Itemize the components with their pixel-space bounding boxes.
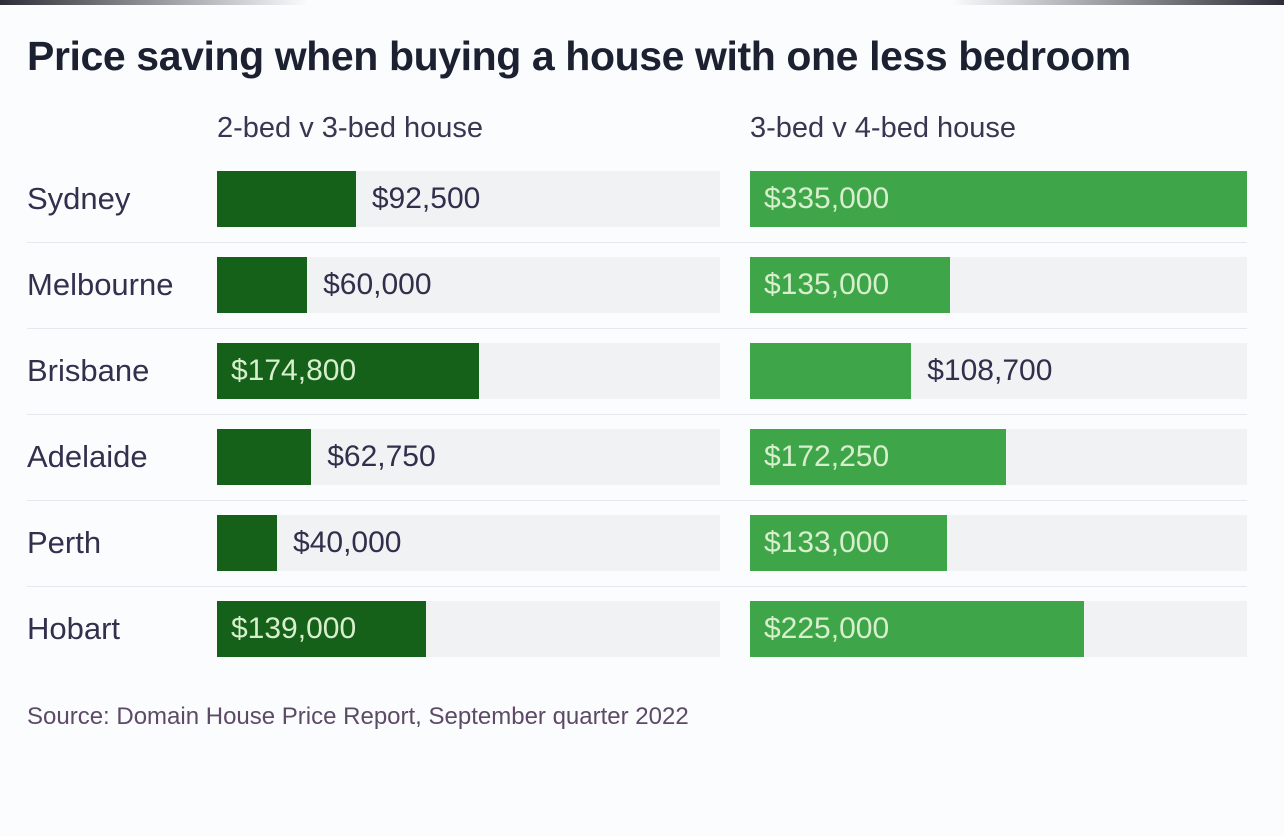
row-divider-line xyxy=(27,241,1247,243)
chart-row: Adelaide $62,750 $172,250 xyxy=(27,429,1284,486)
bar-fill: $174,800 xyxy=(217,343,480,400)
bar-fill: $225,000 xyxy=(750,601,1084,658)
bar-track: $133,000 xyxy=(750,515,1247,572)
row-label: Hobart xyxy=(27,611,121,647)
row-divider-line xyxy=(27,413,1247,415)
column-header-left: 2-bed v 3-bed house xyxy=(217,112,484,145)
bar-fill: $172,250 xyxy=(750,429,1006,486)
bar-fill: $335,000 xyxy=(750,171,1247,228)
bar-track: $225,000 xyxy=(750,601,1247,658)
bar-track: $135,000 xyxy=(750,257,1247,314)
bar-fill xyxy=(217,171,356,228)
chart-row: Perth $40,000 $133,000 xyxy=(27,515,1284,572)
row-label: Brisbane xyxy=(27,353,150,389)
bar-track: $62,750 xyxy=(217,429,720,486)
chart-row: Sydney $92,500 $335,000 xyxy=(27,171,1284,228)
page-title: Price saving when buying a house with on… xyxy=(27,33,1131,79)
bar-track: $40,000 xyxy=(217,515,720,572)
row-label: Sydney xyxy=(27,181,131,217)
row-divider xyxy=(27,485,1247,515)
bar-track: $139,000 xyxy=(217,601,720,658)
row-divider-line xyxy=(27,499,1247,501)
bar-value-label: $60,000 xyxy=(323,268,432,302)
row-label: Perth xyxy=(27,525,102,561)
bar-value-label: $174,800 xyxy=(231,354,357,388)
row-label: Adelaide xyxy=(27,439,148,475)
bar-value-label: $62,750 xyxy=(327,440,436,474)
bar-value-label: $225,000 xyxy=(764,612,890,646)
bar-value-label: $172,250 xyxy=(764,440,890,474)
row-divider xyxy=(27,399,1247,429)
bar-track: $108,700 xyxy=(750,343,1247,400)
bar-fill: $135,000 xyxy=(750,257,951,314)
bar-fill xyxy=(217,429,312,486)
bar-track: $335,000 xyxy=(750,171,1247,228)
chart-row: Melbourne $60,000 $135,000 xyxy=(27,257,1284,314)
bar-fill: $133,000 xyxy=(750,515,948,572)
source-note: Source: Domain House Price Report, Septe… xyxy=(27,703,689,731)
bar-track: $92,500 xyxy=(217,171,720,228)
row-label: Melbourne xyxy=(27,267,174,303)
bar-fill xyxy=(217,257,308,314)
bar-track: $174,800 xyxy=(217,343,720,400)
bar-track: $60,000 xyxy=(217,257,720,314)
row-divider-line xyxy=(27,585,1247,587)
row-divider xyxy=(27,227,1247,257)
bar-track: $172,250 xyxy=(750,429,1247,486)
bar-value-label: $133,000 xyxy=(764,526,890,560)
bar-value-label: $139,000 xyxy=(231,612,357,646)
bar-fill: $139,000 xyxy=(217,601,426,658)
column-header-right: 3-bed v 4-bed house xyxy=(750,112,1017,145)
top-edge-artifact xyxy=(0,0,1284,5)
bar-value-label: $92,500 xyxy=(371,182,481,216)
bar-value-label: $335,000 xyxy=(764,182,890,216)
bar-fill xyxy=(217,515,278,572)
bar-value-label: $135,000 xyxy=(764,268,890,302)
bar-fill xyxy=(750,343,912,400)
row-divider-line xyxy=(27,327,1247,329)
bar-value-label: $108,700 xyxy=(927,354,1053,388)
row-divider xyxy=(27,313,1247,343)
chart-row: Hobart $139,000 $225,000 xyxy=(27,601,1284,658)
bar-value-label: $40,000 xyxy=(293,526,402,560)
chart-row: Brisbane $174,800 $108,700 xyxy=(27,343,1284,400)
chart-rows: Sydney $92,500 $335,000 Melbourne $60,000 $13… xyxy=(27,171,1284,658)
column-headers: 2-bed v 3-bed house 3-bed v 4-bed house xyxy=(27,112,1284,147)
row-divider xyxy=(27,571,1247,601)
